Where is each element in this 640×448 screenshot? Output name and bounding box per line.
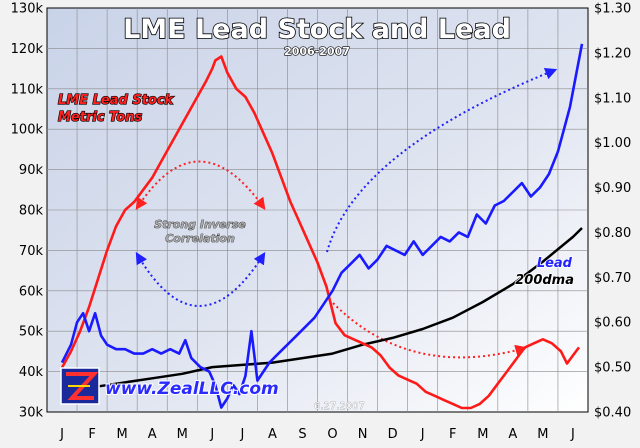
x-tick-label: A [148,427,157,442]
right-tick-label: $1.20 [594,46,631,61]
right-tick-label: $1.00 [594,136,631,151]
chart-title: LME Lead Stock and Lead [123,14,511,45]
x-tick-label: F [449,427,456,442]
right-tick-label: $1.10 [594,91,631,106]
left-tick-label: 60k [19,284,44,299]
left-tick-label: 100k [11,123,44,138]
x-tick-label: J [420,427,425,442]
x-tick-label: J [59,427,64,442]
x-tick-label: J [209,427,214,442]
left-tick-label: 70k [19,244,44,259]
x-tick-label: D [388,427,398,442]
left-tick-label: 110k [11,82,44,97]
x-tick-label: O [327,427,337,442]
correlation-label-line1: Strong Inverse [154,218,246,231]
correlation-label-line2: Correlation [165,232,235,245]
left-axis-tick-labels: 30k 40k 50k 60k 70k 80k 90k 100k 110k 120k 130k [11,2,44,421]
left-tick-label: 40k [19,365,44,380]
stock-label-line1: LME Lead Stock [58,93,175,108]
right-tick-label: $0.70 [594,271,631,286]
x-tick-label: A [268,427,277,442]
website-label: www.ZealLLC.com [105,379,279,399]
left-tick-label: 80k [19,204,44,219]
x-tick-label: N [358,427,368,442]
x-tick-label: M [177,427,188,442]
annotation-arrows [135,68,558,359]
lme-stock-line [60,55,581,410]
x-tick-label: M [117,427,128,442]
left-tick-label: 30k [19,406,44,421]
date-label: 6.27.2007 [314,401,365,412]
left-tick-label: 90k [19,163,44,178]
x-tick-label: J [239,427,244,442]
x-tick-label: A [508,427,517,442]
lead-200dma-line [61,227,583,396]
arrow-red-upper [135,160,266,211]
right-tick-label: $1.30 [594,2,631,17]
right-tick-label: $0.90 [594,181,631,196]
right-axis-tick-labels: $0.40 $0.50 $0.60 $0.70 $0.80 $0.90 $1.00 $1.10… [594,2,631,421]
arrow-red-trend [332,302,528,359]
lead-price-line [60,43,584,409]
x-tick-label: J [570,427,575,442]
left-tick-label: 120k [11,42,44,57]
left-tick-label: 50k [19,325,44,340]
x-tick-label: M [477,427,488,442]
stock-label-line2: Metric Tons [58,110,142,125]
x-tick-label: M [537,427,548,442]
x-tick-label: F [88,427,95,442]
series-lines [60,43,584,410]
zeal-logo [60,367,100,405]
right-tick-label: $0.60 [594,316,631,331]
right-tick-label: $0.80 [594,226,631,241]
gridlines [47,8,588,412]
right-tick-label: $0.50 [594,361,631,376]
left-tick-label: 130k [11,2,44,17]
dma-label: 200dma [515,273,574,288]
chart-subtitle: 2006-2007 [284,45,350,58]
right-tick-label: $0.40 [594,406,631,421]
arrow-blue-lower [135,251,266,307]
x-tick-label: S [298,427,306,442]
lead-label: Lead [537,256,573,271]
